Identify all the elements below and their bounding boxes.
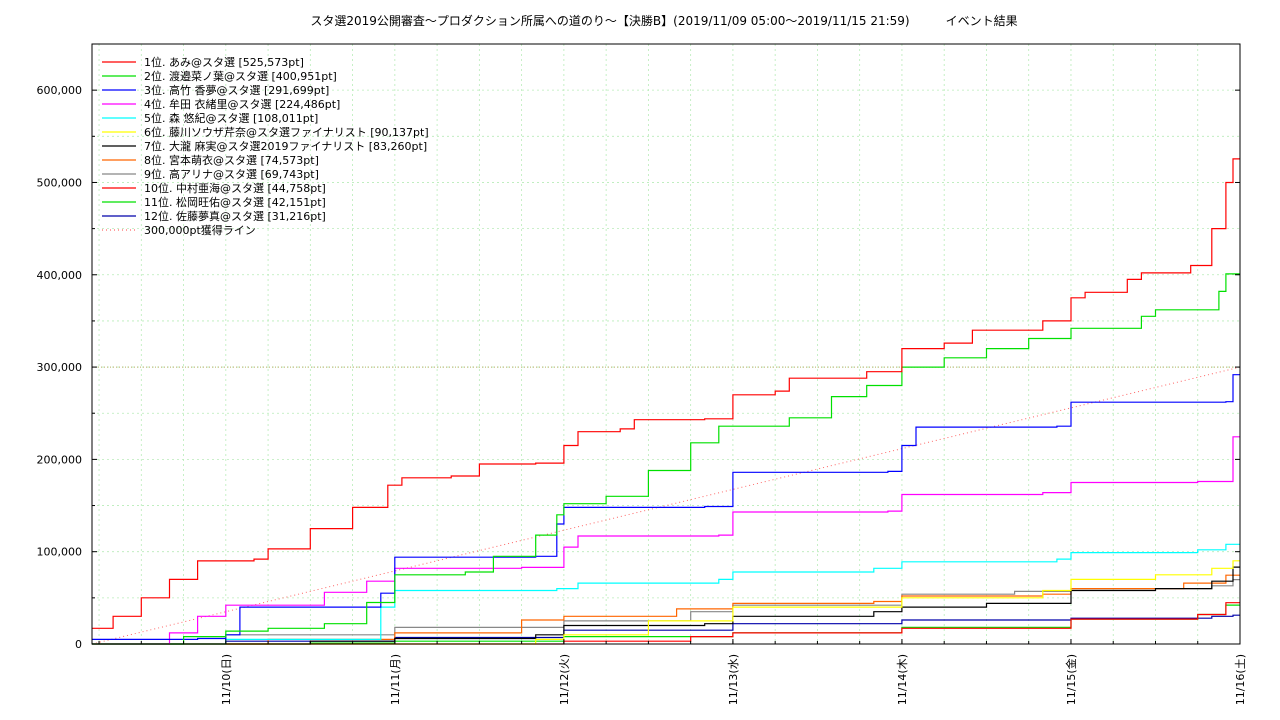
- legend-label: 2位. 渡邉菜ノ葉@スタ選 [400,951pt]: [144, 69, 337, 83]
- x-tick-label: 11/16(土): [1234, 654, 1247, 705]
- x-tick-label: 11/15(金): [1064, 654, 1078, 705]
- legend-label: 3位. 高竹 香夢@スタ選 [291,699pt]: [144, 83, 329, 97]
- series-line-4: [92, 436, 1240, 645]
- series-line-6: [92, 560, 1240, 645]
- legend: 1位. あみ@スタ選 [525,573pt]2位. 渡邉菜ノ葉@スタ選 [400…: [102, 55, 429, 237]
- legend-label: 10位. 中村亜海@スタ選 [44,758pt]: [144, 181, 326, 195]
- legend-label: 7位. 大瀧 麻実@スタ選2019ファイナリスト [83,260pt]: [144, 139, 427, 153]
- y-tick-label: 0: [75, 638, 82, 651]
- x-tick-label: 11/11(月): [389, 654, 402, 705]
- legend-label: 11位. 松岡旺佑@スタ選 [42,151pt]: [144, 195, 326, 209]
- x-tick-label: 11/12(火): [558, 654, 571, 705]
- series-line-3: [92, 374, 1240, 640]
- series-line-10: [92, 602, 1240, 645]
- x-tick-label: 11/13(水): [727, 654, 740, 705]
- legend-label: 12位. 佐藤夢真@スタ選 [31,216pt]: [144, 209, 326, 223]
- series-line-13: [91, 366, 1241, 645]
- chart-title: スタ選2019公開審査～プロダクション所属への道のり～【決勝B】(2019/11…: [310, 14, 1018, 28]
- legend-label: 9位. 高アリナ@スタ選 [69,743pt]: [144, 167, 319, 181]
- series-layer: [91, 158, 1241, 645]
- y-tick-label: 200,000: [37, 453, 83, 466]
- legend-label: 8位. 宮本萌衣@スタ選 [74,573pt]: [144, 153, 319, 167]
- y-tick-label: 400,000: [37, 269, 83, 282]
- y-tick-label: 600,000: [37, 84, 83, 97]
- y-tick-label: 100,000: [37, 546, 83, 559]
- plot-area: [92, 44, 1240, 644]
- series-line-5: [92, 543, 1240, 645]
- y-tick-label: 300,000: [37, 361, 83, 374]
- plot-frame: [91, 43, 1241, 645]
- series-line-2: [92, 273, 1240, 645]
- legend-label: 4位. 牟田 衣緒里@スタ選 [224,486pt]: [144, 97, 340, 111]
- axes: 0 100,000 200,000 300,000 400,000 500,000 600,…: [37, 84, 1248, 705]
- legend-label: 300,000pt獲得ライン: [144, 224, 256, 237]
- legend-label: 1位. あみ@スタ選 [525,573pt]: [144, 55, 304, 69]
- legend-label: 5位. 森 悠紀@スタ選 [108,011pt]: [144, 111, 318, 125]
- x-tick-label: 11/14(木): [896, 654, 909, 705]
- series-line-7: [92, 566, 1240, 645]
- series-line-1: [92, 158, 1240, 629]
- x-tick-label: 11/10(日): [220, 654, 233, 705]
- y-tick-label: 500,000: [37, 176, 83, 189]
- legend-label: 6位. 藤川ソウザ芹奈@スタ選ファイナリスト [90,137pt]: [144, 125, 429, 139]
